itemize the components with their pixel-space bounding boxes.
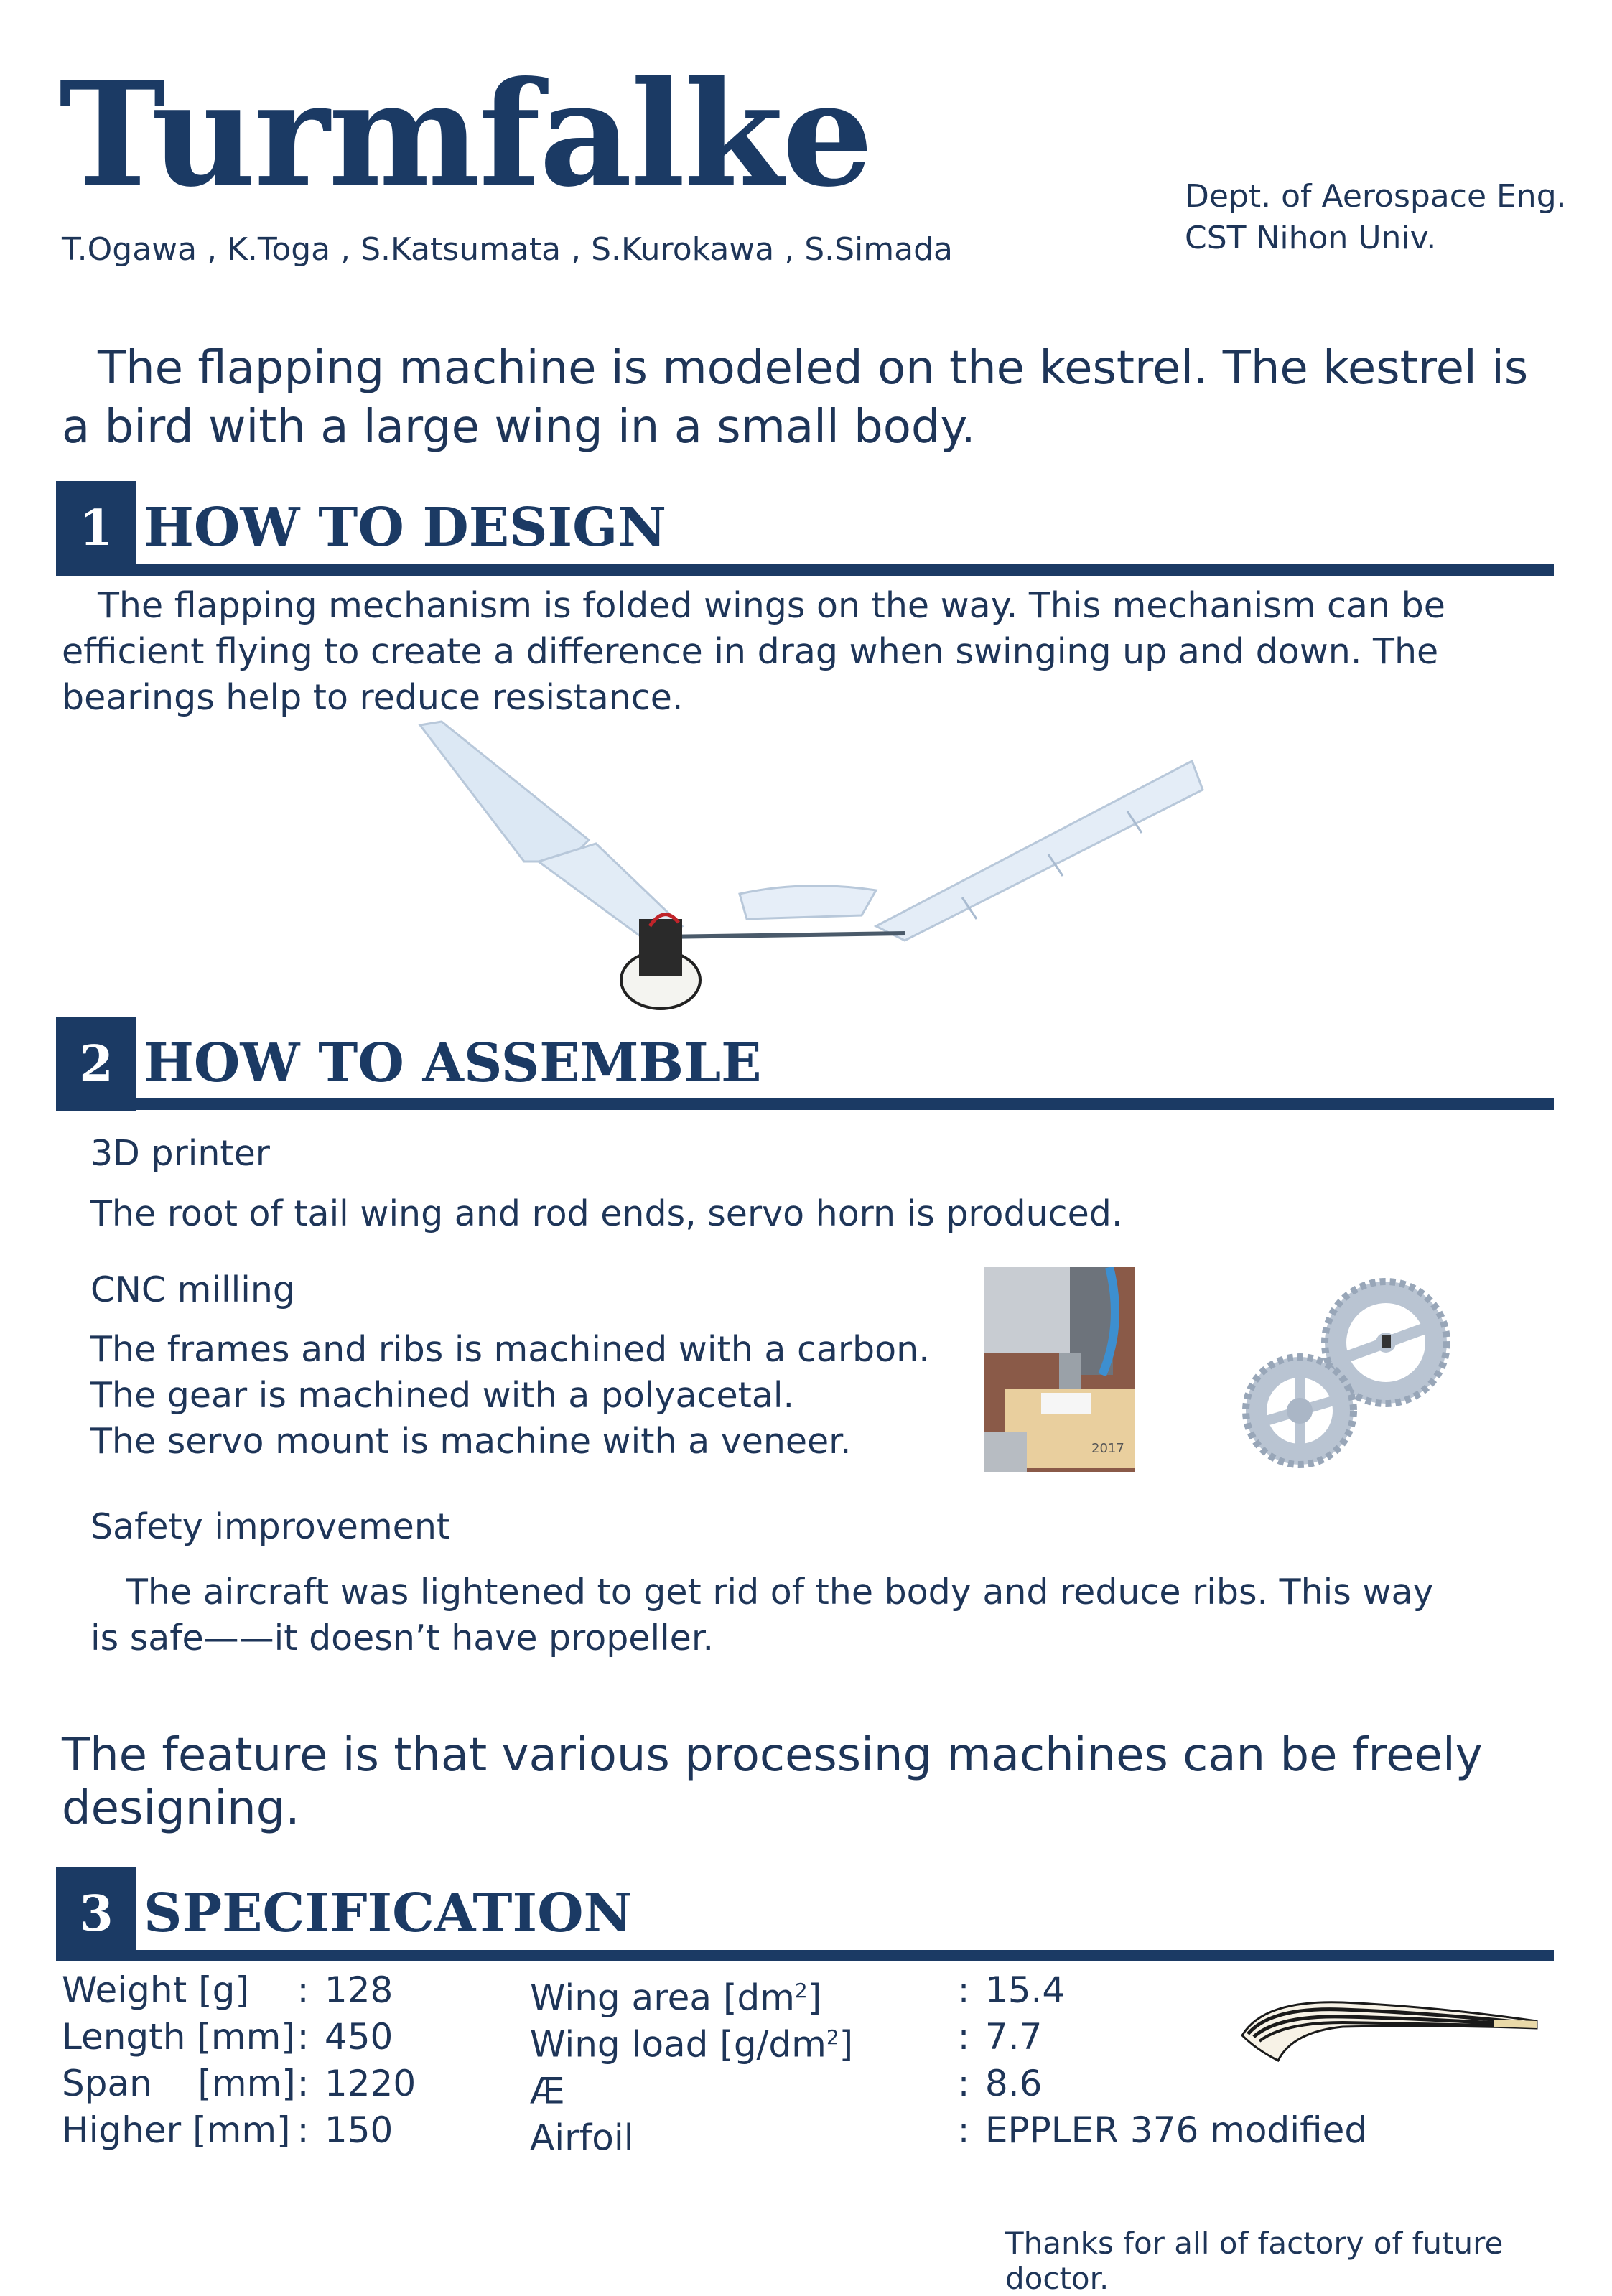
spec-row: : 15.4 xyxy=(954,1967,1367,2014)
spec-label-text: Wing area [dm xyxy=(530,1977,795,2019)
airfoil-illustration xyxy=(1241,2001,1538,2063)
section-3-title: SPECIFICATION xyxy=(144,1882,633,1944)
spec-colon: : xyxy=(957,1969,970,2011)
spec-row: : 128 xyxy=(293,1967,416,2014)
spec-label: Æ xyxy=(530,2061,853,2112)
spec-value: 128 xyxy=(324,1969,393,2011)
spec-colon: : xyxy=(297,1969,309,2011)
gear-small xyxy=(1242,1353,1357,1468)
spec-label-text: Æ xyxy=(530,2070,565,2112)
spec-value: 450 xyxy=(324,2016,393,2058)
poster-title: Turmfalke xyxy=(59,50,873,219)
section-1-text: The flapping mechanism is folded wings o… xyxy=(62,585,1445,718)
section-3-number: 3 xyxy=(56,1867,136,1961)
authors: T.Ogawa , K.Toga , S.Katsumata , S.Kurok… xyxy=(62,231,953,268)
safety-heading: Safety improvement xyxy=(90,1506,451,1547)
spec-value: 8.6 xyxy=(984,2063,1043,2104)
spec-value: 15.4 xyxy=(984,1969,1066,2011)
spec-left-values: : 128 : 450 : 1220 : 150 xyxy=(293,1967,416,2154)
section-1-number: 1 xyxy=(56,481,136,576)
affiliation: Dept. of Aerospace Eng. CST Nihon Univ. xyxy=(1185,176,1567,259)
section-2-title: HOW TO ASSEMBLE xyxy=(144,1032,762,1094)
spec-right-labels: Wing area [dm2] Wing load [g/dm2] Æ Airf… xyxy=(530,1967,853,2159)
affiliation-line-2: CST Nihon Univ. xyxy=(1185,220,1437,256)
spec-label: Airfoil xyxy=(530,2107,853,2159)
affiliation-line-1: Dept. of Aerospace Eng. xyxy=(1185,178,1567,215)
section-2-rule xyxy=(56,1098,1554,1110)
section-1-title: HOW TO DESIGN xyxy=(144,497,667,559)
cnc-line: The gear is machined with a polyacetal. xyxy=(90,1375,795,1416)
spec-value: EPPLER 376 modified xyxy=(984,2109,1368,2151)
cnc-list: The frames and ribs is machined with a c… xyxy=(90,1327,930,1465)
printer-text: The root of tail wing and rod ends, serv… xyxy=(90,1193,1123,1234)
spec-label: Weight [g] xyxy=(62,1969,249,2011)
spec-label: Span [mm] xyxy=(62,2063,296,2104)
cnc-line: The servo mount is machine with a veneer… xyxy=(90,1421,852,1462)
section-3-rule xyxy=(56,1950,1554,1961)
spec-row: : 1220 xyxy=(293,2061,416,2107)
section-2-number: 2 xyxy=(56,1017,136,1111)
spec-row: : 8.6 xyxy=(954,2061,1367,2107)
spec-label-sup: 2 xyxy=(794,1979,808,2002)
spec-row: : 150 xyxy=(293,2107,416,2154)
spec-colon: : xyxy=(957,2063,970,2104)
board-label: 2017 xyxy=(1091,1441,1124,1456)
cnc-heading: CNC milling xyxy=(90,1269,296,1310)
feature-statement: The feature is that various processing m… xyxy=(62,1729,1483,1835)
spec-colon: : xyxy=(297,2109,309,2151)
printer-heading: 3D printer xyxy=(90,1133,270,1174)
spec-label: Wing load [g/dm2] xyxy=(530,2014,853,2066)
spec-colon: : xyxy=(297,2063,309,2104)
safety-paragraph: The aircraft was lightened to get rid of… xyxy=(90,1569,1455,1661)
spec-colon: : xyxy=(957,2016,970,2058)
section-1-rule xyxy=(56,564,1554,576)
spec-label-sup: 2 xyxy=(826,2025,839,2049)
spec-label: Length [mm] xyxy=(62,2016,295,2058)
spec-value: 1220 xyxy=(324,2063,416,2104)
section-1-paragraph: The flapping mechanism is folded wings o… xyxy=(62,583,1555,721)
spec-label: Wing area [dm2] xyxy=(530,1967,853,2019)
spec-label: Higher [mm] xyxy=(62,2109,291,2151)
spec-row: : EPPLER 376 modified xyxy=(954,2107,1368,2154)
spec-left-labels: Weight [g] Length [mm] Span [mm] Higher … xyxy=(62,1967,296,2154)
spec-label-suffix: ] xyxy=(839,2023,854,2066)
cnc-line: The frames and ribs is machined with a c… xyxy=(90,1329,930,1370)
spec-colon: : xyxy=(297,2016,309,2058)
spec-row: : 450 xyxy=(293,2014,416,2061)
spec-value: 150 xyxy=(324,2109,393,2151)
spec-right-values: : 15.4 : 7.7 : 8.6 : EPPLER 376 modified xyxy=(954,1967,1368,2154)
spec-label-suffix: ] xyxy=(807,1977,822,2019)
gears-photo xyxy=(1242,1278,1450,1468)
spec-value: 7.7 xyxy=(984,2016,1043,2058)
safety-text: The aircraft was lightened to get rid of… xyxy=(90,1572,1434,1658)
intro-paragraph: The flapping machine is modeled on the k… xyxy=(62,339,1555,457)
spec-label-text: Airfoil xyxy=(530,2117,634,2159)
cnc-machine-photo: 2017 xyxy=(984,1267,1135,1472)
spec-colon: : xyxy=(957,2109,970,2151)
acknowledgement: Thanks for all of factory of future doct… xyxy=(1005,2226,1504,2296)
gear-large xyxy=(1321,1278,1450,1407)
intro-text: The flapping machine is modeled on the k… xyxy=(62,342,1529,454)
spec-label-text: Wing load [g/dm xyxy=(530,2023,826,2066)
ornithopter-photo xyxy=(418,720,1204,1010)
spec-row: : 7.7 xyxy=(954,2014,1367,2061)
